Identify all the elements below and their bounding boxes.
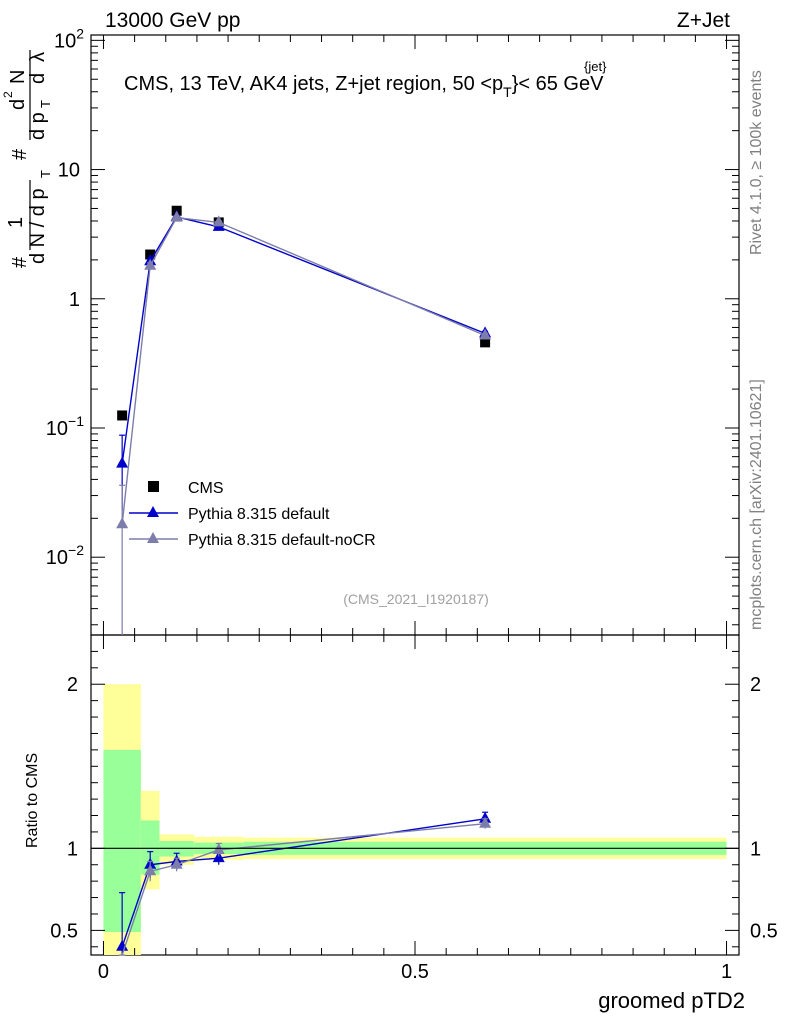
- main-series: [116, 205, 492, 635]
- header-right: Z+Jet: [677, 9, 730, 32]
- ratio-y-tick-label: 2: [67, 674, 78, 696]
- ratio-y-tick-label: 0.5: [50, 920, 78, 942]
- annotation-sup: {jet}: [584, 59, 607, 74]
- svg-text:1: 1: [5, 217, 27, 228]
- rivet-label: Rivet 4.1.0, ≥ 100k events: [748, 70, 765, 255]
- annotation-suffix: }< 65 GeV: [512, 73, 604, 95]
- svg-text:λ: λ: [27, 52, 49, 62]
- svg-text:T: T: [38, 100, 53, 108]
- point-nocr: [479, 328, 492, 340]
- svg-text:N: N: [7, 70, 29, 84]
- legend-default-label: Pythia 8.315 default: [188, 506, 330, 523]
- legend-nocr-marker: [147, 532, 159, 543]
- main-y-axis-label: # 1 d N / d p T # d 2 N d p T d λ: [1, 50, 53, 268]
- ratio-y-tick-label: 1: [67, 838, 78, 860]
- band-inner-bin-1: [140, 820, 160, 875]
- x-axis-label: groomed pTD2: [598, 988, 745, 1013]
- cms-uncertainty-bands: [103, 684, 727, 955]
- analysis-id: (CMS_2021_I1920187): [343, 591, 489, 607]
- cms-data-point: [480, 337, 491, 348]
- annotation-sub: T: [503, 84, 512, 100]
- ratio-y-tick-label-right: 0.5: [750, 920, 778, 942]
- x-tick-label: 0.5: [401, 961, 429, 983]
- ratio-series: [116, 811, 492, 956]
- ratio-y-tick-label-right: 2: [750, 674, 761, 696]
- x-tick-label: 1: [721, 961, 732, 983]
- point-nocr: [144, 258, 157, 270]
- legend-nocr-label: Pythia 8.315 default-noCR: [188, 532, 376, 549]
- svg-text:#: #: [9, 148, 31, 160]
- cms-data-point: [117, 410, 128, 421]
- svg-text:d: d: [27, 73, 49, 84]
- mcplots-label: mcplots.cern.ch [arXiv:2401.10621]: [748, 379, 765, 630]
- ratio-point-default: [212, 851, 225, 863]
- ratio-frame: [90, 634, 740, 956]
- point-default: [116, 456, 129, 468]
- header-left: 13000 GeV pp: [105, 9, 240, 32]
- legend: CMS Pythia 8.315 default Pythia 8.315 de…: [129, 480, 376, 549]
- ratio-point-nocr: [479, 816, 492, 828]
- point-nocr: [116, 517, 129, 529]
- legend-default-marker: [147, 506, 159, 517]
- main-y-tick-label: 102: [54, 25, 84, 52]
- x-tick-label: 0: [98, 961, 109, 983]
- main-y-tick-label: 10−1: [46, 413, 84, 440]
- svg-text:d: d: [7, 99, 29, 110]
- plot-annotation: CMS, 13 TeV, AK4 jets, Z+jet region, 50 …: [124, 73, 604, 100]
- svg-text:d p: d p: [27, 112, 49, 140]
- svg-text:2: 2: [1, 91, 15, 98]
- svg-text:T: T: [38, 170, 53, 178]
- legend-cms-marker: [148, 481, 159, 492]
- point-nocr: [212, 215, 225, 227]
- ratio-point-nocr: [170, 857, 183, 869]
- axis-ticks: 0 0.5 1 10−2 10−1 1 10 102 0.5 0.5 1 1 2 2: [46, 25, 778, 983]
- point-nocr: [170, 210, 183, 222]
- main-y-tick-label: 10: [58, 160, 80, 182]
- svg-text:#: #: [9, 256, 31, 268]
- main-y-tick-label: 1: [69, 289, 80, 311]
- ratio-point-nocr: [144, 864, 157, 876]
- legend-cms-label: CMS: [188, 480, 224, 497]
- main-y-tick-label: 10−2: [46, 542, 84, 569]
- svg-text:d N / d p: d N / d p: [27, 188, 49, 264]
- ratio-y-tick-label-right: 1: [750, 838, 761, 860]
- annotation-prefix: CMS, 13 TeV, AK4 jets, Z+jet region, 50 …: [124, 73, 503, 95]
- series-line-nocr: [121, 216, 486, 525]
- series-line-default: [121, 216, 486, 464]
- ratio-y-axis-label: Ratio to CMS: [24, 753, 41, 848]
